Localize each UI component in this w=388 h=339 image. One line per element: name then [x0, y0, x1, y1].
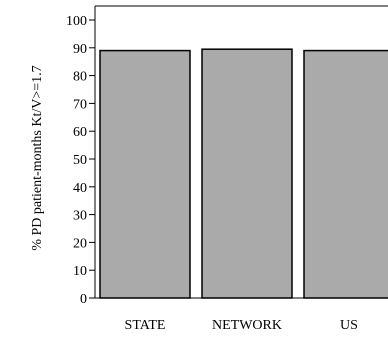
y-tick-label: 90	[73, 42, 87, 57]
y-tick-label: 0	[80, 292, 87, 307]
y-tick-label: 70	[73, 97, 87, 112]
y-axis-ticks: 0 10 20 30 40 50 60 70 80 90 100	[66, 14, 95, 307]
y-tick-label: 100	[66, 14, 87, 29]
bar-state	[99, 49, 191, 299]
bars	[99, 48, 388, 299]
bar-network	[201, 48, 293, 299]
y-tick-label: 60	[73, 125, 87, 140]
y-axis-title: % PD patient-months Kt/V>=1.7	[30, 65, 45, 250]
y-tick-label: 10	[73, 264, 87, 279]
category-label-state: STATE	[125, 318, 166, 333]
y-tick-label: 50	[73, 153, 87, 168]
y-tick-label: 40	[73, 181, 87, 196]
category-label-network: NETWORK	[212, 318, 282, 333]
bar-us	[303, 49, 388, 299]
y-tick-label: 30	[73, 209, 87, 224]
category-labels: STATE NETWORK US	[125, 318, 358, 333]
category-label-us: US	[340, 318, 358, 333]
y-tick-label: 20	[73, 236, 87, 251]
y-tick-label: 80	[73, 70, 87, 85]
